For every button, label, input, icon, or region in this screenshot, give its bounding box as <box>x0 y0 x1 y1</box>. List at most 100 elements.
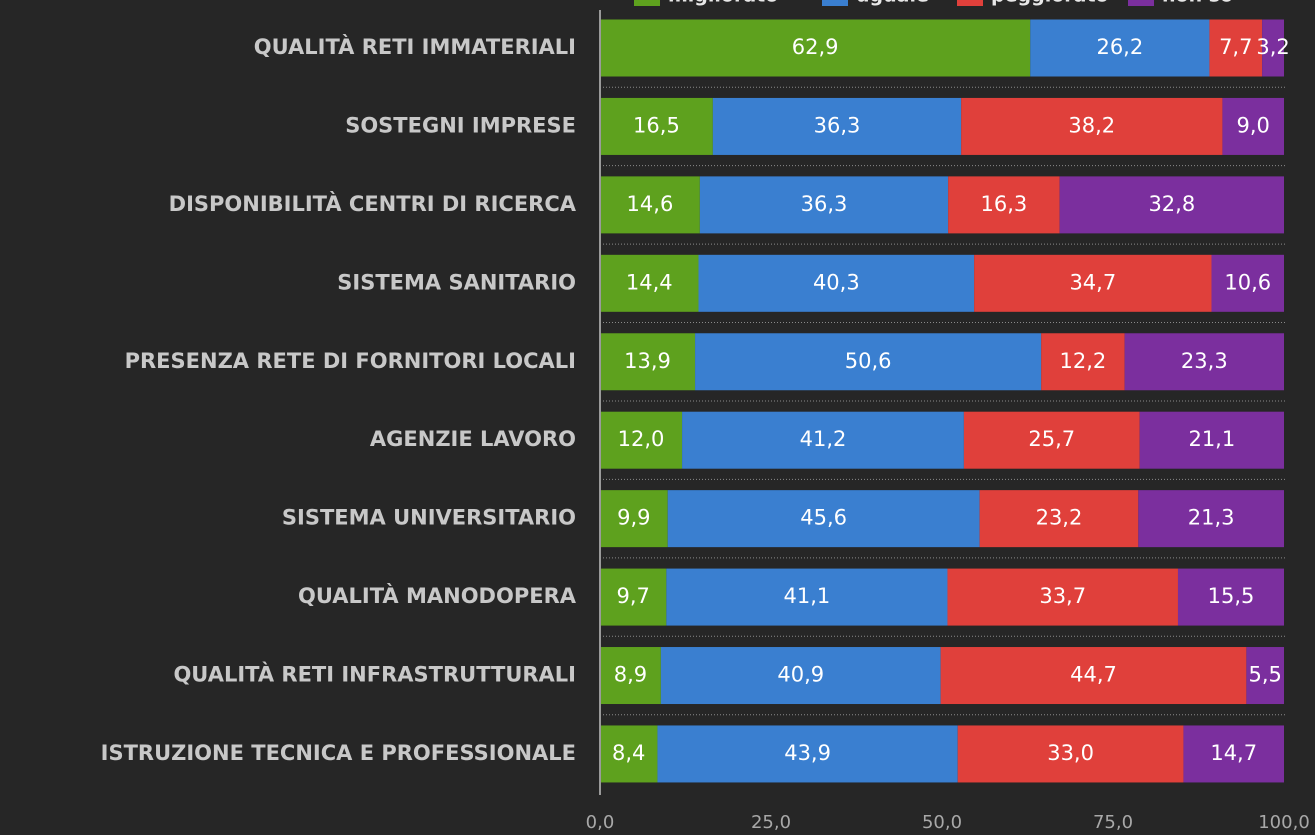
value-label: 13,9 <box>624 349 671 373</box>
bar-segment <box>600 725 658 783</box>
category-label: SISTEMA SANITARIO <box>337 270 576 294</box>
value-label: 21,3 <box>1188 506 1235 530</box>
bar-segment <box>961 97 1223 155</box>
x-tick-label: 25,0 <box>751 812 791 833</box>
legend-label: migliorato <box>668 0 778 7</box>
value-label: 14,4 <box>626 270 673 294</box>
bar-segment <box>1183 725 1284 783</box>
bar-segment <box>600 568 667 626</box>
value-label: 44,7 <box>1070 663 1117 687</box>
value-label: 15,5 <box>1208 584 1255 608</box>
bar-segment <box>1222 97 1284 155</box>
category-label: DISPONIBILITÀ CENTRI DI RICERCA <box>169 191 577 216</box>
x-tick-label: 0,0 <box>586 812 615 833</box>
value-label: 10,6 <box>1224 270 1271 294</box>
bar-segment <box>1124 333 1284 391</box>
value-label: 9,0 <box>1237 113 1270 137</box>
bar-segment <box>712 97 962 155</box>
bar-segment <box>698 254 975 312</box>
bar-segment <box>948 176 1060 234</box>
bar-segment <box>600 647 661 705</box>
bar-segment <box>963 411 1140 469</box>
bar-segment <box>600 411 683 469</box>
value-label: 3,2 <box>1256 35 1289 59</box>
x-tick-label: 50,0 <box>922 812 962 833</box>
value-label: 40,3 <box>813 270 860 294</box>
bar-segment <box>600 490 668 548</box>
value-label: 14,6 <box>627 192 674 216</box>
value-label: 41,1 <box>784 584 831 608</box>
category-label: QUALITÀ RETI IMMATERIALI <box>254 34 576 59</box>
legend-swatch <box>634 0 660 6</box>
category-label: ISTRUZIONE TECNICA E PROFESSIONALE <box>101 741 576 765</box>
value-label: 16,5 <box>633 113 680 137</box>
bar-segment <box>666 568 948 626</box>
value-label: 43,9 <box>784 741 831 765</box>
bar-segment <box>667 490 980 548</box>
value-label: 33,7 <box>1039 584 1086 608</box>
bar-segment <box>1059 176 1284 234</box>
category-label: QUALITÀ MANODOPERA <box>298 583 577 608</box>
value-label: 26,2 <box>1096 35 1143 59</box>
value-label: 8,9 <box>614 663 647 687</box>
value-label: 25,7 <box>1028 427 1075 451</box>
value-label: 62,9 <box>792 35 839 59</box>
legend-label: peggiorato <box>991 0 1109 7</box>
category-label: SISTEMA UNIVERSITARIO <box>282 506 576 530</box>
category-label: SOSTEGNI IMPRESE <box>345 113 576 137</box>
bar-segment <box>657 725 958 783</box>
category-label: QUALITÀ RETI INFRASTRUTTURALI <box>173 662 576 687</box>
value-label: 16,3 <box>981 192 1028 216</box>
bar-segment <box>1211 254 1284 312</box>
value-label: 9,9 <box>617 506 650 530</box>
value-label: 38,2 <box>1068 113 1115 137</box>
bar-segment <box>600 254 699 312</box>
value-label: 23,2 <box>1036 506 1083 530</box>
bar-segment <box>600 97 713 155</box>
category-label: AGENZIE LAVORO <box>370 427 576 451</box>
bar-segment <box>957 725 1184 783</box>
value-label: 45,6 <box>800 506 847 530</box>
bar-segment <box>1262 19 1284 77</box>
bar-segment <box>947 568 1178 626</box>
value-label: 9,7 <box>616 584 649 608</box>
bar-segment <box>699 176 949 234</box>
value-label: 23,3 <box>1181 349 1228 373</box>
value-label: 50,6 <box>845 349 892 373</box>
value-label: 7,7 <box>1219 35 1252 59</box>
bar-segment <box>682 411 964 469</box>
bar-segment <box>979 490 1139 548</box>
value-label: 14,7 <box>1210 741 1257 765</box>
value-label: 8,4 <box>612 741 645 765</box>
x-tick-label: 75,0 <box>1093 812 1133 833</box>
bar-segment <box>1209 19 1263 77</box>
value-label: 33,0 <box>1047 741 1094 765</box>
bar-segment <box>1138 490 1284 548</box>
value-label: 21,1 <box>1188 427 1235 451</box>
value-label: 12,2 <box>1060 349 1107 373</box>
legend-label: non so <box>1162 0 1233 7</box>
value-label: 5,5 <box>1248 663 1281 687</box>
bar-segment <box>974 254 1212 312</box>
bar-segment <box>600 176 700 234</box>
bar-segment <box>940 647 1247 705</box>
bar-segment <box>1041 333 1125 391</box>
bar-segment <box>1246 647 1284 705</box>
value-label: 34,7 <box>1069 270 1116 294</box>
value-label: 32,8 <box>1148 192 1195 216</box>
bar-segment <box>600 333 696 391</box>
bar-segment <box>695 333 1042 391</box>
bar-segment <box>660 647 941 705</box>
value-label: 36,3 <box>801 192 848 216</box>
bar-segment <box>1030 19 1210 77</box>
bar-segment <box>1139 411 1284 469</box>
value-label: 41,2 <box>800 427 847 451</box>
bar-segment <box>1177 568 1284 626</box>
legend-swatch <box>957 0 983 6</box>
x-tick-label: 100,0 <box>1258 812 1310 833</box>
value-label: 40,9 <box>777 663 824 687</box>
value-label: 36,3 <box>814 113 861 137</box>
bar-segment <box>600 19 1031 77</box>
category-label: PRESENZA RETE DI FORNITORI LOCALI <box>125 349 576 373</box>
